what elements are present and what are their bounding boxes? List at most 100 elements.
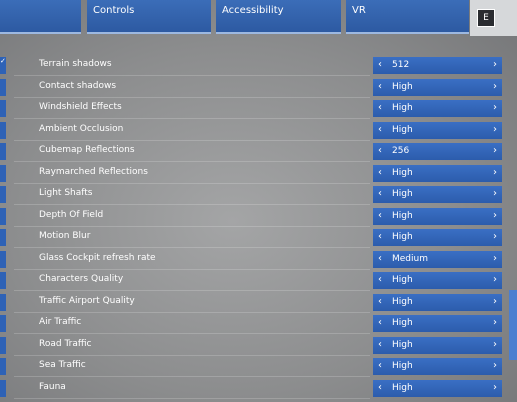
row-marker [0,164,6,182]
setting-label: Cubemap Reflections [39,145,135,155]
value-selector[interactable]: ‹ High › [373,207,502,225]
setting-row: Depth Of Field ‹ High › [0,206,505,227]
value-selector[interactable]: ‹ High › [373,315,502,332]
arrow-left[interactable]: ‹ [378,317,382,328]
setting-row: Sea Traffic ‹ High › [0,356,505,377]
value-selector[interactable]: ‹ 512 › [373,57,502,74]
row-marker [0,250,6,268]
setting-row: Ambient Occlusion ‹ High › [0,120,505,141]
scrollbar[interactable] [509,290,517,360]
tab[interactable]: VR [346,0,469,34]
arrow-left[interactable]: ‹ [378,252,382,264]
value-selector[interactable]: ‹ High › [373,336,502,354]
setting-label: Air Traffic [39,317,82,327]
row-separator [14,139,370,141]
row-separator [14,354,370,356]
arrow-right[interactable]: › [493,274,497,285]
tab[interactable]: ces [0,0,81,34]
arrow-left[interactable]: ‹ [378,209,382,221]
row-marker [0,186,6,203]
arrow-left[interactable]: ‹ [378,123,382,135]
arrow-right[interactable]: › [493,102,497,113]
row-marker [0,336,6,354]
setting-value: 512 [392,60,410,70]
arrow-left[interactable]: ‹ [378,188,382,199]
setting-label: Contact shadows [39,80,117,91]
row-marker [0,293,6,311]
row-separator [14,290,370,291]
arrow-left[interactable]: ‹ [378,59,382,70]
arrow-right[interactable]: › [493,338,497,350]
value-selector[interactable]: ‹ High › [373,78,502,96]
setting-value: High [392,339,413,350]
setting-label: Road Traffic [39,338,92,349]
setting-label: Windshield Effects [39,102,122,112]
setting-value: High [392,124,413,135]
setting-row: Fauna ‹ High › [0,378,505,399]
setting-value: High [392,361,413,371]
arrow-right[interactable]: › [493,123,497,135]
arrow-right[interactable]: › [493,145,497,156]
arrow-left[interactable]: ‹ [378,102,382,113]
row-separator [14,182,370,184]
arrow-right[interactable]: › [493,80,497,92]
arrow-left[interactable]: ‹ [378,231,382,242]
arrow-right[interactable]: › [493,360,497,371]
arrow-right[interactable]: › [493,231,497,242]
row-marker [0,379,6,397]
setting-label: Raymarched Reflections [39,166,148,177]
row-marker [0,121,6,139]
row-separator [14,311,370,313]
setting-value: High [392,103,413,113]
setting-value: 256 [392,146,410,156]
value-selector[interactable]: ‹ High › [373,293,502,311]
arrow-left[interactable]: ‹ [378,295,382,307]
row-separator [14,118,370,119]
value-selector[interactable]: ‹ High › [373,121,502,139]
arrow-right[interactable]: › [493,317,497,328]
value-selector[interactable]: ‹ Medium › [373,250,502,268]
value-selector[interactable]: ‹ High › [373,164,502,182]
key-hint[interactable]: E [477,9,495,27]
setting-label: Light Shafts [39,188,93,198]
arrow-right[interactable]: › [493,381,497,393]
tab[interactable]: Accessibility [216,0,341,34]
row-marker [0,272,6,289]
arrow-left[interactable]: ‹ [378,166,382,178]
setting-row: Glass Cockpit refresh rate ‹ Medium › [0,249,505,270]
value-selector[interactable]: ‹ High › [373,379,502,397]
arrow-left[interactable]: ‹ [378,360,382,371]
arrow-right[interactable]: › [493,166,497,178]
arrow-left[interactable]: ‹ [378,381,382,393]
arrow-left[interactable]: ‹ [378,338,382,350]
value-selector[interactable]: ‹ High › [373,272,502,289]
tab[interactable]: Controls [87,0,211,34]
arrow-right[interactable]: › [493,252,497,264]
setting-row: Traffic Airport Quality ‹ High › [0,292,505,313]
setting-value: High [392,167,413,178]
row-separator [14,376,370,377]
arrow-right[interactable]: › [493,295,497,307]
arrow-left[interactable]: ‹ [378,274,382,285]
setting-row: Light Shafts ‹ High › [0,184,505,205]
setting-value: High [392,210,413,221]
row-marker [0,100,6,117]
setting-row: Raymarched Reflections ‹ High › [0,163,505,184]
value-selector[interactable]: ‹ High › [373,186,502,203]
setting-value: High [392,189,413,199]
row-marker [0,358,6,375]
value-selector[interactable]: ‹ High › [373,100,502,117]
setting-row: Road Traffic ‹ High › [0,335,505,356]
arrow-right[interactable]: › [493,188,497,199]
value-selector[interactable]: ‹ High › [373,358,502,375]
row-separator [14,247,370,248]
arrow-right[interactable]: › [493,59,497,70]
setting-value: High [392,81,413,92]
arrow-left[interactable]: ‹ [378,145,382,156]
setting-value: Medium [392,253,428,264]
value-selector[interactable]: ‹ 256 › [373,143,502,160]
arrow-right[interactable]: › [493,209,497,221]
value-selector[interactable]: ‹ High › [373,229,502,246]
arrow-left[interactable]: ‹ [378,80,382,92]
setting-label: Terrain shadows [39,59,112,69]
